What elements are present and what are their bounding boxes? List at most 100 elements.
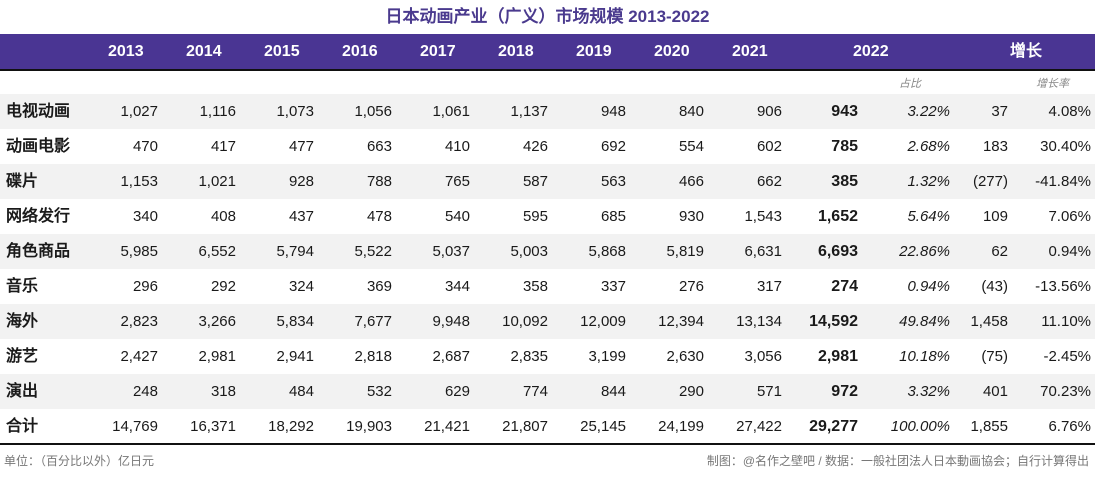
cell-2018: 21,807 <box>502 418 548 435</box>
table-row: 音乐 296 292 324 369 344 358 337 276 317 274 0.94% (43… <box>0 269 1095 304</box>
cell-2018: 10,092 <box>502 313 548 330</box>
unit-note: 单位：（百分比以外）亿日元 <box>4 454 155 468</box>
col-header-growth: 增长 <box>1010 43 1043 60</box>
cell-growth-rate: 7.06% <box>1048 208 1091 225</box>
cell-2021: 602 <box>756 138 782 155</box>
cell-share: 49.84% <box>899 313 950 330</box>
cell-2017: 410 <box>444 138 470 155</box>
cell-2015: 928 <box>288 173 314 190</box>
cell-2013: 5,985 <box>120 243 158 260</box>
share-subheader: 占比 <box>899 78 921 90</box>
cell-2022: 1,652 <box>817 208 858 225</box>
cell-share: 3.22% <box>907 103 950 120</box>
table-title: 日本动画产业（广义）市场规模 2013-2022 <box>385 7 710 26</box>
col-header-2013: 2013 <box>108 43 144 60</box>
cell-2017: 540 <box>444 208 470 225</box>
cell-2016: 369 <box>366 278 392 295</box>
cell-2022: 943 <box>831 103 858 120</box>
cell-2021: 1,543 <box>744 208 782 225</box>
cell-growth: (43) <box>981 278 1008 295</box>
table-row: 合计 14,769 16,371 18,292 19,903 21,421 21,807 25… <box>0 409 1095 444</box>
cell-share: 10.18% <box>899 348 950 365</box>
cell-2018: 2,835 <box>510 348 548 365</box>
cell-2017: 344 <box>444 278 470 295</box>
table-bottom-rule <box>0 443 1095 445</box>
cell-growth: 109 <box>982 208 1008 225</box>
cell-2016: 478 <box>366 208 392 225</box>
cell-2016: 788 <box>366 173 392 190</box>
cell-2019: 12,009 <box>580 313 626 330</box>
table-row: 角色商品 5,985 6,552 5,794 5,522 5,037 5,003 5,868 5… <box>0 234 1095 269</box>
cell-2015: 1,073 <box>276 103 314 120</box>
cell-2019: 337 <box>600 278 626 295</box>
cell-2015: 324 <box>288 278 314 295</box>
sub-header-row: 占比 增长率 <box>0 71 1095 94</box>
col-header-2022: 2022 <box>853 43 889 60</box>
cell-2014: 2,981 <box>198 348 236 365</box>
cell-growth-rate: 0.94% <box>1048 243 1091 260</box>
cell-2019: 3,199 <box>588 348 626 365</box>
cell-2016: 532 <box>366 383 392 400</box>
cell-2017: 1,061 <box>432 103 470 120</box>
cell-2021: 317 <box>756 278 782 295</box>
cell-growth: 183 <box>982 138 1008 155</box>
cell-2018: 5,003 <box>510 243 548 260</box>
cell-growth-rate: -13.56% <box>1035 278 1091 295</box>
row-label: 网络发行 <box>6 208 71 225</box>
cell-share: 5.64% <box>907 208 950 225</box>
cell-2022: 14,592 <box>809 313 858 330</box>
column-header-bar: 2013 2014 2015 2016 2017 2018 2019 2020 … <box>0 34 1095 71</box>
table-row: 演出 248 318 484 532 629 774 844 290 571 972 3.32% 401… <box>0 374 1095 409</box>
cell-2019: 692 <box>600 138 626 155</box>
cell-2018: 358 <box>522 278 548 295</box>
cell-growth: 62 <box>991 243 1008 260</box>
table-row: 电视动画 1,027 1,116 1,073 1,056 1,061 1,137 948 840… <box>0 94 1095 129</box>
cell-2020: 930 <box>678 208 704 225</box>
table-row: 碟片 1,153 1,021 928 788 765 587 563 466 662 385 1.32… <box>0 164 1095 199</box>
source-credit: 制图：@名作之壁吧 / 数据：一般社团法人日本動画協会；自行计算得出 <box>706 454 1089 468</box>
cell-2013: 296 <box>132 278 158 295</box>
cell-2019: 563 <box>600 173 626 190</box>
row-label: 海外 <box>6 313 39 330</box>
cell-2015: 5,794 <box>276 243 314 260</box>
cell-2016: 5,522 <box>354 243 392 260</box>
cell-2022: 29,277 <box>809 418 858 435</box>
cell-2018: 595 <box>522 208 548 225</box>
cell-2016: 1,056 <box>354 103 392 120</box>
cell-growth: 1,855 <box>970 418 1008 435</box>
cell-2021: 3,056 <box>744 348 782 365</box>
cell-growth-rate: 70.23% <box>1040 383 1091 400</box>
cell-2021: 662 <box>756 173 782 190</box>
cell-2014: 1,021 <box>198 173 236 190</box>
cell-2015: 484 <box>288 383 314 400</box>
col-header-2019: 2019 <box>576 43 612 60</box>
cell-2018: 587 <box>522 173 548 190</box>
cell-2016: 2,818 <box>354 348 392 365</box>
cell-2021: 27,422 <box>736 418 782 435</box>
cell-2021: 6,631 <box>744 243 782 260</box>
cell-2013: 1,027 <box>120 103 158 120</box>
row-label: 电视动画 <box>6 103 71 120</box>
cell-2019: 948 <box>600 103 626 120</box>
row-label: 演出 <box>6 383 39 400</box>
growth-rate-subheader: 增长率 <box>1036 78 1069 90</box>
col-header-2014: 2014 <box>186 43 222 60</box>
cell-2013: 470 <box>132 138 158 155</box>
cell-2013: 340 <box>132 208 158 225</box>
col-header-2017: 2017 <box>420 43 456 60</box>
cell-share: 2.68% <box>907 138 950 155</box>
cell-2014: 417 <box>210 138 236 155</box>
cell-2014: 1,116 <box>199 103 236 120</box>
cell-growth-rate: 4.08% <box>1048 103 1091 120</box>
cell-2013: 2,427 <box>120 348 158 365</box>
cell-2022: 385 <box>831 173 858 190</box>
cell-growth: (277) <box>972 173 1008 190</box>
cell-2017: 765 <box>444 173 470 190</box>
cell-2019: 685 <box>600 208 626 225</box>
cell-2020: 24,199 <box>658 418 704 435</box>
cell-2013: 248 <box>132 383 158 400</box>
cell-growth: 1,458 <box>970 313 1008 330</box>
cell-2015: 2,941 <box>276 348 314 365</box>
cell-2017: 629 <box>444 383 470 400</box>
cell-2015: 5,834 <box>276 313 314 330</box>
